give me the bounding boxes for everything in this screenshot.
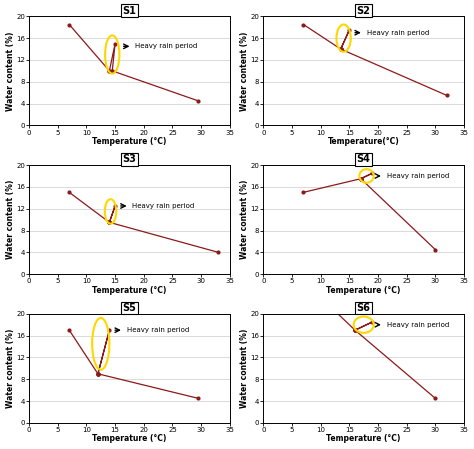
Title: S2: S2 [357, 5, 371, 16]
X-axis label: Temperature (°C): Temperature (°C) [92, 137, 167, 146]
Text: Heavy rain period: Heavy rain period [375, 173, 449, 179]
Title: S6: S6 [357, 303, 371, 313]
Y-axis label: Water content (%): Water content (%) [6, 31, 15, 110]
Y-axis label: Water content (%): Water content (%) [240, 329, 249, 408]
Y-axis label: Water content (%): Water content (%) [240, 31, 249, 110]
Y-axis label: Water content (%): Water content (%) [6, 180, 15, 260]
X-axis label: Temperature(°C): Temperature(°C) [328, 137, 400, 146]
Title: S1: S1 [122, 5, 137, 16]
X-axis label: Temperature (°C): Temperature (°C) [327, 286, 401, 295]
X-axis label: Temperature (°C): Temperature (°C) [92, 286, 167, 295]
X-axis label: Temperature (°C): Temperature (°C) [327, 435, 401, 444]
Text: Heavy rain period: Heavy rain period [115, 327, 189, 333]
Title: S4: S4 [357, 154, 371, 164]
Text: Heavy rain period: Heavy rain period [121, 203, 194, 209]
Y-axis label: Water content (%): Water content (%) [6, 329, 15, 408]
Y-axis label: Water content (%): Water content (%) [240, 180, 249, 260]
Text: Heavy rain period: Heavy rain period [375, 322, 449, 328]
X-axis label: Temperature (°C): Temperature (°C) [92, 435, 167, 444]
Title: S3: S3 [122, 154, 137, 164]
Text: Heavy rain period: Heavy rain period [124, 44, 198, 49]
Title: S5: S5 [122, 303, 137, 313]
Text: Heavy rain period: Heavy rain period [355, 30, 429, 35]
